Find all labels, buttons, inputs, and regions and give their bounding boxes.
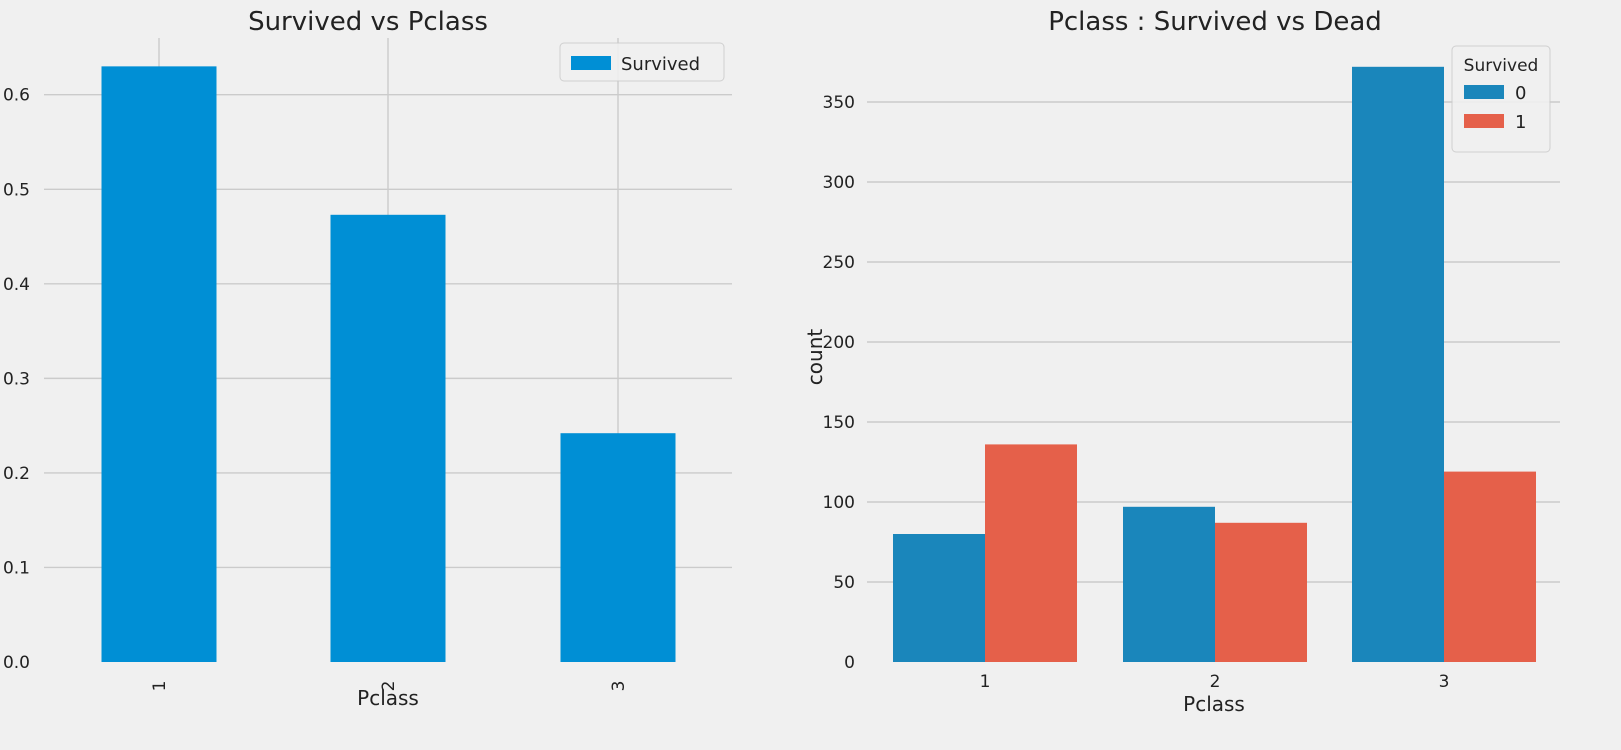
x-tick-label: 3 — [609, 681, 629, 692]
chart-survival-rate: Survived vs Pclass 0.0 0.1 0.2 0.3 0.4 0.5 0.6… — [3, 7, 732, 710]
y-tick-label: 250 — [823, 253, 855, 273]
y-tick-labels: 0.0 0.1 0.2 0.3 0.4 0.5 0.6 — [3, 86, 30, 673]
y-tick-label: 50 — [833, 573, 855, 593]
y-tick-label: 0.5 — [3, 180, 30, 200]
x-axis-label: Pclass — [357, 686, 419, 710]
x-tick-label: 3 — [1439, 672, 1450, 692]
chart-survived-vs-dead: Pclass : Survived vs Dead 0 50 100 150 200 25… — [803, 7, 1560, 716]
bar-pclass-2-survived-0 — [1123, 506, 1215, 662]
bar-pclass-3-survived-1 — [1444, 471, 1536, 662]
y-tick-label: 0.2 — [3, 464, 30, 484]
x-tick-labels: 1 2 3 — [150, 681, 629, 692]
y-tick-label: 350 — [823, 93, 855, 113]
legend-label-0: 0 — [1515, 83, 1526, 104]
legend-box — [559, 42, 725, 82]
y-tick-label: 300 — [823, 173, 855, 193]
legend-swatch — [571, 56, 611, 70]
y-tick-label: 200 — [823, 333, 855, 353]
x-tick-label: 1 — [150, 681, 170, 692]
y-tick-label: 0.0 — [3, 653, 30, 673]
x-tick-labels: 1 2 3 — [980, 672, 1450, 692]
legend-label: Survived — [621, 54, 700, 75]
bar-pclass-1-survived-0 — [893, 534, 985, 662]
bar-pclass-3 — [560, 433, 676, 662]
bars — [101, 66, 676, 663]
y-tick-label: 100 — [823, 493, 855, 513]
y-axis-label: count — [803, 329, 827, 386]
y-tick-labels: 0 50 100 150 200 250 300 350 — [823, 93, 855, 673]
legend: Survived 0 1 — [1451, 45, 1551, 153]
legend-swatch-0 — [1464, 85, 1504, 99]
y-tick-label: 0 — [844, 653, 855, 673]
legend-label-1: 1 — [1515, 112, 1526, 133]
y-tick-label: 0.3 — [3, 369, 30, 389]
y-tick-label: 150 — [823, 413, 855, 433]
chart-title: Survived vs Pclass — [248, 7, 488, 37]
bar-pclass-1 — [101, 66, 217, 662]
legend-title: Survived — [1464, 56, 1539, 76]
bar-pclass-1-survived-1 — [985, 444, 1077, 662]
y-tick-label: 0.6 — [3, 86, 30, 106]
bar-pclass-2-survived-1 — [1215, 522, 1307, 662]
x-tick-label: 1 — [980, 672, 991, 692]
legend-swatch-1 — [1464, 114, 1504, 128]
x-tick-label: 2 — [1210, 672, 1221, 692]
legend: Survived — [559, 42, 725, 82]
bar-pclass-2 — [330, 214, 446, 663]
x-axis-label: Pclass — [1183, 692, 1245, 716]
bars — [893, 66, 1536, 663]
y-tick-label: 0.1 — [3, 558, 30, 578]
y-tick-label: 0.4 — [3, 275, 30, 295]
chart-title: Pclass : Survived vs Dead — [1048, 7, 1382, 37]
x-tick-label: 2 — [379, 681, 399, 692]
bar-pclass-3-survived-0 — [1352, 66, 1444, 663]
